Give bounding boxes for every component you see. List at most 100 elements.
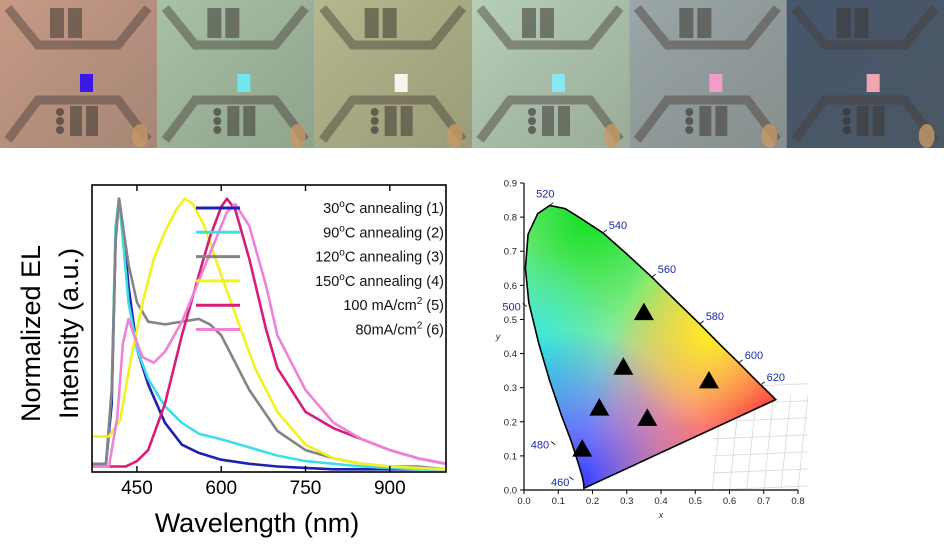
wavelength-tick	[522, 303, 527, 307]
electrode-bottom	[4, 95, 152, 143]
y-tick-label: 0.9	[504, 179, 517, 190]
pad	[243, 106, 256, 136]
legend-label-sup: 2	[417, 321, 423, 332]
legend: 30oC annealing (1)90oC annealing (2)120o…	[196, 199, 444, 339]
wavelength-label: 580	[706, 311, 724, 323]
pad	[382, 8, 397, 38]
device-photo	[786, 0, 944, 148]
pad	[697, 8, 712, 38]
cie-point-marker	[637, 408, 658, 426]
cie-point-marker	[613, 357, 634, 375]
x-tick-label: 0.0	[517, 496, 530, 507]
pad	[558, 106, 570, 136]
device-photo	[314, 0, 472, 148]
pad	[679, 8, 694, 38]
x-axis-label: Wavelength (nm)	[155, 508, 360, 538]
contact-dot	[685, 117, 694, 125]
y-axis-label: y	[495, 332, 501, 342]
legend-label-4: 150oC annealing (4)	[315, 272, 444, 290]
pad	[384, 106, 397, 136]
legend-label-rest: (6)	[422, 323, 444, 339]
probe-tip	[761, 124, 778, 148]
wavelength-label: 620	[767, 372, 785, 384]
grid-line	[712, 468, 809, 474]
grid-line	[746, 394, 758, 491]
cie-chromaticity-chart: 0.0 0.1 0.2 0.3 0.4 0.5 0.6 0.7 0.8 0.0 0.1 0.2 0.3 0…	[495, 179, 809, 520]
cie-point-marker	[589, 398, 610, 416]
device-photo	[472, 0, 630, 148]
legend-label-main: 30	[323, 201, 339, 217]
pad	[227, 106, 240, 136]
contact-dot	[842, 117, 851, 125]
electrode-top	[161, 5, 309, 50]
pad	[400, 106, 413, 136]
x-tick-label: 450	[121, 478, 153, 499]
legend-label-6: 80mA/cm2 (6)	[355, 321, 444, 339]
y-tick-label: 0.6	[504, 281, 517, 292]
electrode-bottom	[161, 95, 309, 143]
emitting-pixel	[709, 74, 723, 92]
grid-line	[797, 394, 809, 491]
wavelength-tick	[569, 476, 574, 481]
x-tick-label: 0.1	[552, 496, 565, 507]
legend-label-main: 90	[323, 225, 339, 241]
legend-label-sup: o	[339, 223, 345, 234]
legend-label-2: 90oC annealing (2)	[323, 223, 444, 241]
wavelength-label: 520	[536, 189, 554, 201]
contact-dot	[370, 108, 379, 116]
probe-tip	[132, 124, 148, 148]
contact-dot	[685, 126, 694, 134]
pad	[86, 106, 98, 136]
cie-point-marker	[633, 302, 654, 321]
pad	[364, 8, 379, 38]
series-line-6	[92, 202, 447, 468]
legend-label-main: 150	[315, 274, 339, 290]
contact-dot	[842, 108, 851, 116]
y-tick-label: 0.4	[504, 349, 517, 360]
electrode-bottom	[791, 95, 939, 143]
electrode-top	[4, 5, 152, 50]
pad	[68, 8, 82, 38]
y-tick-label: 0.2	[504, 417, 517, 428]
wavelength-tick	[738, 359, 743, 364]
pad	[856, 106, 869, 136]
x-tick-label: 0.8	[791, 496, 804, 507]
x-tick-label: 750	[290, 478, 322, 499]
electrode-top	[476, 5, 624, 50]
emitting-pixel	[394, 74, 408, 92]
legend-label-rest: C annealing (3)	[345, 250, 444, 266]
wavelength-tick	[602, 229, 608, 234]
emitting-pixel	[866, 74, 880, 92]
pad	[70, 106, 82, 136]
contact-dot	[56, 108, 64, 116]
emitting-pixel	[80, 74, 93, 92]
contact-dot	[370, 117, 379, 125]
pad	[854, 8, 869, 38]
electrode-top	[633, 5, 781, 50]
legend-label-rest: C annealing (1)	[345, 201, 444, 217]
emitting-pixel	[237, 74, 251, 92]
x-tick-label: 0.5	[689, 496, 702, 507]
contact-dot	[842, 126, 851, 134]
x-tick-label: 600	[205, 478, 237, 499]
electrode-bottom	[319, 95, 467, 143]
series-line-5	[92, 197, 447, 468]
legend-label-3: 120oC annealing (3)	[315, 248, 444, 266]
grid-line	[712, 451, 809, 457]
grid-line	[712, 434, 809, 440]
electrode-bottom	[476, 95, 624, 143]
legend-label-rest: C annealing (4)	[345, 274, 444, 290]
legend-label-sup: o	[339, 199, 345, 210]
y-tick-label: 0.8	[504, 213, 517, 224]
legend-label-rest: C annealing (2)	[345, 225, 444, 241]
pad	[225, 8, 240, 38]
plot-frame	[91, 184, 447, 473]
wavelength-tick	[550, 441, 556, 445]
pad	[872, 106, 885, 136]
contact-dot	[56, 126, 64, 134]
legend-label-main: 80mA/cm	[355, 323, 416, 339]
contact-dot	[213, 108, 222, 116]
legend-label-5: 100 mA/cm2 (5)	[343, 296, 444, 314]
electrode-bottom	[633, 95, 781, 143]
pad	[522, 8, 536, 38]
